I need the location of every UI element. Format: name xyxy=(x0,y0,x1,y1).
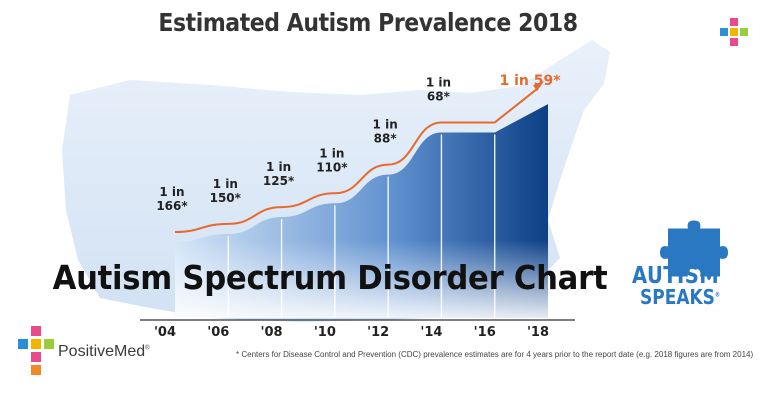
data-label-line1: 1 in xyxy=(213,177,238,191)
positivemed-cross-icon xyxy=(720,18,748,46)
data-label-line1: 1 in xyxy=(373,118,398,132)
autism-speaks-reg: ® xyxy=(714,291,720,299)
overlay-title: Autism Spectrum Disorder Chart xyxy=(52,258,608,297)
data-label-line1: 1 in xyxy=(266,160,291,174)
positivemed-logo-icon xyxy=(18,326,54,375)
data-label-line2: 125* xyxy=(263,174,295,188)
x-tick-label: '08 xyxy=(261,325,283,340)
data-label-line2: 166* xyxy=(156,199,188,213)
autism-speaks-line1: AUTISM xyxy=(632,263,720,289)
data-label-line2: 150* xyxy=(210,191,242,205)
x-tick-label: '10 xyxy=(314,325,336,340)
data-label-line2: 110* xyxy=(316,160,348,174)
data-label-line1: 1 in 59* xyxy=(499,73,561,89)
brand-name: PositiveMed xyxy=(58,343,146,360)
trend-line xyxy=(174,87,539,233)
chart-title: Estimated Autism Prevalence 2018 xyxy=(158,8,578,37)
x-tick-label: '04 xyxy=(154,325,176,340)
data-label-line1: 1 in xyxy=(426,75,451,89)
puzzle-piece-icon xyxy=(660,220,728,277)
x-tick-label: '12 xyxy=(367,325,389,340)
data-label-line1: 1 in xyxy=(319,146,344,160)
data-label-line1: 1 in xyxy=(159,185,184,199)
prevalence-area xyxy=(140,81,575,321)
x-tick-label: '06 xyxy=(207,325,229,340)
x-tick-label: '16 xyxy=(474,325,496,340)
data-label-line2: 68* xyxy=(427,89,451,103)
x-axis-ticks: '04 '06 '08 '10 '12 '14 '16 '18 xyxy=(154,325,549,340)
positivemed-wordmark: PositiveMed® xyxy=(58,343,150,361)
area-fade xyxy=(175,240,548,318)
autism-speaks-line2: SPEAKS® xyxy=(640,285,720,309)
brand-reg: ® xyxy=(145,345,150,352)
data-label-line2: 88* xyxy=(374,132,398,146)
trend-arrowhead xyxy=(533,81,544,92)
footnote: * Centers for Disease Control and Preven… xyxy=(236,350,754,359)
x-tick-label: '14 xyxy=(420,325,442,340)
autism-speaks-line2-text: SPEAKS xyxy=(640,285,715,309)
x-tick-label: '18 xyxy=(527,325,549,340)
